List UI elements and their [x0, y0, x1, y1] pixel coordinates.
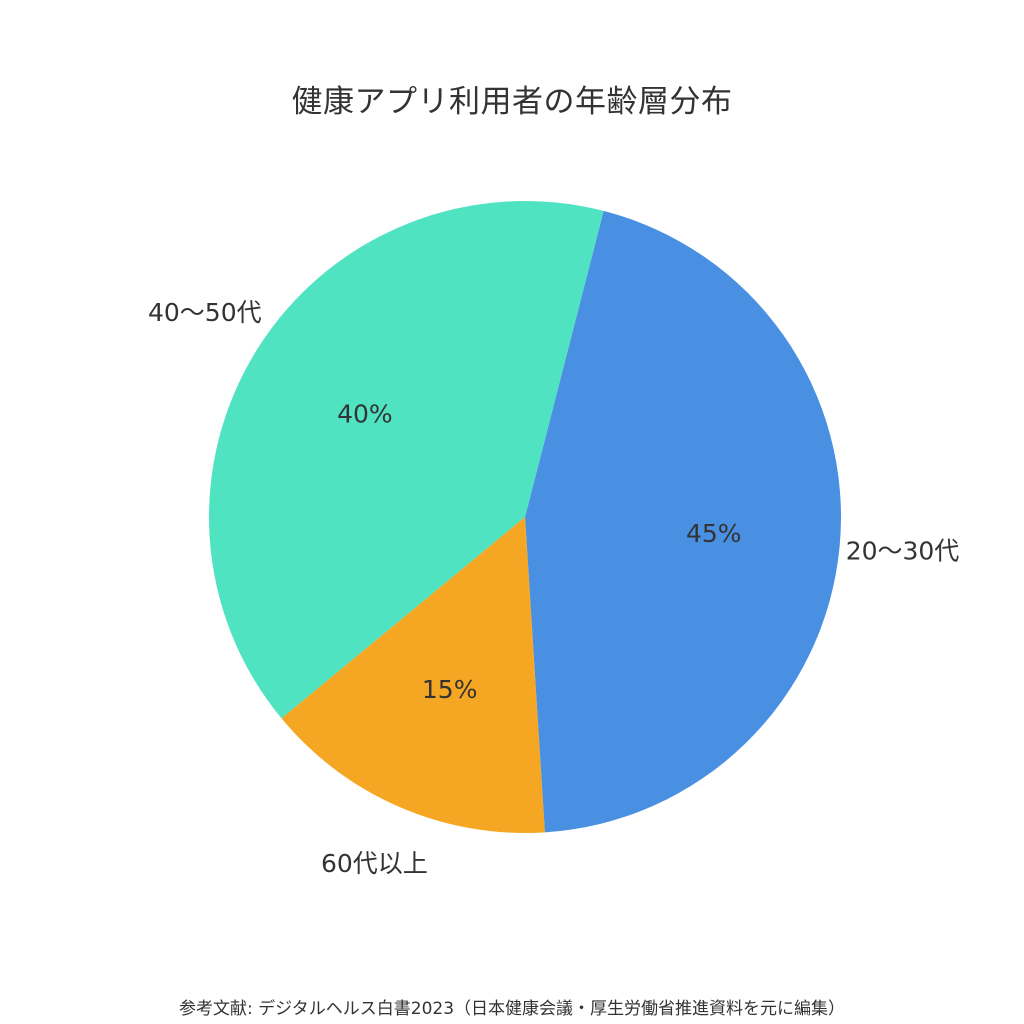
source-note: 参考文献: デジタルヘルス白書2023（日本健康会議・厚生労働省推進資料を元に編…	[178, 999, 846, 1019]
slice-percent-label-3: 15%	[422, 675, 478, 704]
slice-category-label-3: 60代以上	[321, 849, 428, 878]
slice-category-label-2: 40〜50代	[148, 298, 262, 327]
pie-slices	[208, 201, 842, 834]
slice-percent-label-1: 45%	[686, 519, 742, 548]
pie-percent-labels: 45% 40% 15%	[337, 399, 741, 704]
pie-category-labels: 20〜30代 40〜50代 60代以上	[148, 298, 959, 878]
pie-slice-3	[281, 517, 545, 834]
slice-category-label-1: 20〜30代	[846, 537, 960, 566]
pie-slice-1	[525, 210, 842, 833]
pie-slice-2	[208, 201, 604, 719]
slice-percent-label-2: 40%	[337, 399, 393, 428]
chart-title: 健康アプリ利用者の年齢層分布	[291, 84, 733, 120]
